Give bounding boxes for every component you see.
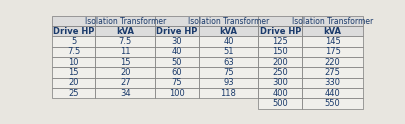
Bar bbox=[302, 16, 363, 26]
Bar bbox=[302, 88, 363, 98]
Bar bbox=[52, 88, 96, 98]
Text: 50: 50 bbox=[172, 58, 182, 67]
Text: 100: 100 bbox=[169, 89, 185, 98]
Bar bbox=[96, 26, 155, 36]
Bar bbox=[258, 16, 302, 26]
Text: 330: 330 bbox=[325, 78, 341, 87]
Bar bbox=[96, 47, 155, 57]
Bar bbox=[96, 36, 155, 47]
Bar bbox=[96, 88, 155, 98]
Bar bbox=[52, 57, 96, 67]
Bar bbox=[258, 67, 302, 78]
Text: kVA: kVA bbox=[116, 27, 134, 36]
Text: 11: 11 bbox=[120, 47, 130, 56]
Bar bbox=[302, 47, 363, 57]
Bar bbox=[302, 26, 363, 36]
Text: 125: 125 bbox=[273, 37, 288, 46]
Bar bbox=[52, 16, 96, 26]
Bar bbox=[302, 36, 363, 47]
Text: 250: 250 bbox=[273, 68, 288, 77]
Bar bbox=[155, 67, 198, 78]
Text: 30: 30 bbox=[172, 37, 182, 46]
Bar bbox=[258, 47, 302, 57]
Bar bbox=[52, 26, 96, 36]
Bar bbox=[198, 57, 258, 67]
Bar bbox=[302, 78, 363, 88]
Bar bbox=[258, 78, 302, 88]
Bar bbox=[198, 47, 258, 57]
Bar bbox=[96, 16, 155, 26]
Text: 200: 200 bbox=[273, 58, 288, 67]
Text: 500: 500 bbox=[273, 99, 288, 108]
Text: Drive HP: Drive HP bbox=[53, 27, 94, 36]
Bar bbox=[52, 78, 96, 88]
Text: 400: 400 bbox=[273, 89, 288, 98]
Bar bbox=[198, 88, 258, 98]
Bar bbox=[155, 47, 198, 57]
Bar bbox=[302, 98, 363, 109]
Text: 93: 93 bbox=[223, 78, 234, 87]
Text: 25: 25 bbox=[68, 89, 79, 98]
Bar bbox=[96, 57, 155, 67]
Text: 440: 440 bbox=[325, 89, 341, 98]
Bar bbox=[198, 67, 258, 78]
Text: 27: 27 bbox=[120, 78, 131, 87]
Bar bbox=[96, 67, 155, 78]
Text: Drive HP: Drive HP bbox=[260, 27, 301, 36]
Text: 118: 118 bbox=[220, 89, 237, 98]
Text: 63: 63 bbox=[223, 58, 234, 67]
Text: 75: 75 bbox=[172, 78, 182, 87]
Text: 60: 60 bbox=[172, 68, 182, 77]
Bar bbox=[198, 16, 258, 26]
Text: Isolation Transformer: Isolation Transformer bbox=[188, 17, 269, 26]
Text: 34: 34 bbox=[120, 89, 131, 98]
Bar bbox=[302, 57, 363, 67]
Bar bbox=[258, 57, 302, 67]
Text: 7.5: 7.5 bbox=[67, 47, 81, 56]
Text: 175: 175 bbox=[325, 47, 341, 56]
Bar bbox=[302, 67, 363, 78]
Bar bbox=[155, 36, 198, 47]
Bar bbox=[258, 36, 302, 47]
Text: 150: 150 bbox=[273, 47, 288, 56]
Text: 145: 145 bbox=[325, 37, 341, 46]
Text: 20: 20 bbox=[120, 68, 130, 77]
Text: 40: 40 bbox=[172, 47, 182, 56]
Text: 40: 40 bbox=[223, 37, 234, 46]
Bar bbox=[155, 88, 198, 98]
Text: 15: 15 bbox=[120, 58, 130, 67]
Bar bbox=[198, 78, 258, 88]
Bar bbox=[258, 88, 302, 98]
Bar bbox=[155, 78, 198, 88]
Text: Drive HP: Drive HP bbox=[156, 27, 198, 36]
Text: Isolation Transformer: Isolation Transformer bbox=[292, 17, 373, 26]
Text: Isolation Transformer: Isolation Transformer bbox=[85, 17, 166, 26]
Text: 275: 275 bbox=[325, 68, 341, 77]
Text: 7.5: 7.5 bbox=[119, 37, 132, 46]
Text: 300: 300 bbox=[272, 78, 288, 87]
Text: 20: 20 bbox=[68, 78, 79, 87]
Bar bbox=[52, 67, 96, 78]
Bar bbox=[155, 16, 198, 26]
Text: 10: 10 bbox=[68, 58, 79, 67]
Text: 220: 220 bbox=[325, 58, 341, 67]
Text: 15: 15 bbox=[68, 68, 79, 77]
Bar bbox=[155, 57, 198, 67]
Bar bbox=[198, 26, 258, 36]
Text: kVA: kVA bbox=[220, 27, 237, 36]
Bar bbox=[96, 78, 155, 88]
Bar bbox=[258, 98, 302, 109]
Bar bbox=[155, 26, 198, 36]
Text: 75: 75 bbox=[223, 68, 234, 77]
Text: 5: 5 bbox=[71, 37, 77, 46]
Bar bbox=[198, 36, 258, 47]
Bar bbox=[52, 36, 96, 47]
Bar bbox=[258, 26, 302, 36]
Bar bbox=[52, 47, 96, 57]
Text: 550: 550 bbox=[325, 99, 341, 108]
Text: 51: 51 bbox=[223, 47, 234, 56]
Text: kVA: kVA bbox=[324, 27, 341, 36]
